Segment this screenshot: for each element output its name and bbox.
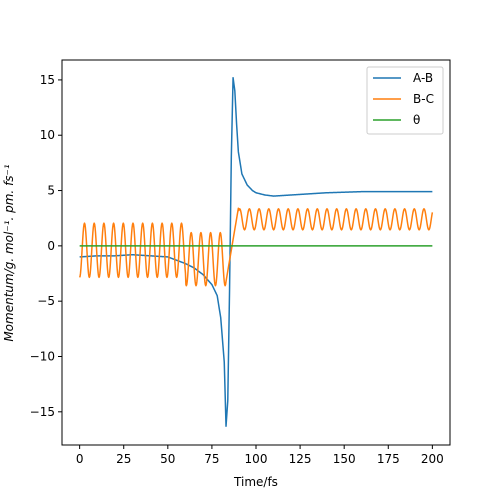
series-line-0 [79,76,433,427]
plot-frame [61,59,451,446]
legend: A-B B-C θ [366,66,444,135]
x-axis-label: Time/fs [233,475,278,489]
ticks-layer: 0 25 50 75 100 125 150 175 200 −15 −10 −5 0 5 10 15 [30,73,444,466]
y-tick-label: 15 [40,73,55,87]
series-layer [78,76,434,427]
y-tick-label: 5 [47,184,55,198]
y-axis-label: Momentum/g. mol⁻¹. pm. fs⁻¹ [2,164,16,342]
y-tick-label: −10 [30,349,55,363]
x-tick-label: 200 [421,452,444,466]
x-tick-label: 50 [160,452,175,466]
y-tick-label: 10 [40,128,55,142]
legend-label-1: B-C [413,92,434,106]
legend-label-0: A-B [413,71,433,85]
legend-label-2: θ [413,113,420,127]
x-tick-label: 150 [333,452,356,466]
y-tick-label: −15 [30,405,55,419]
legend-frame [366,66,444,135]
series-line-1 [78,207,434,287]
y-tick-label: 0 [47,239,55,253]
x-tick-label: 125 [289,452,312,466]
y-tick-label: −5 [37,294,55,308]
x-tick-label: 100 [245,452,268,466]
x-tick-label: 75 [204,452,219,466]
x-tick-label: 0 [76,452,84,466]
x-tick-label: 25 [116,452,131,466]
x-tick-label: 175 [377,452,400,466]
